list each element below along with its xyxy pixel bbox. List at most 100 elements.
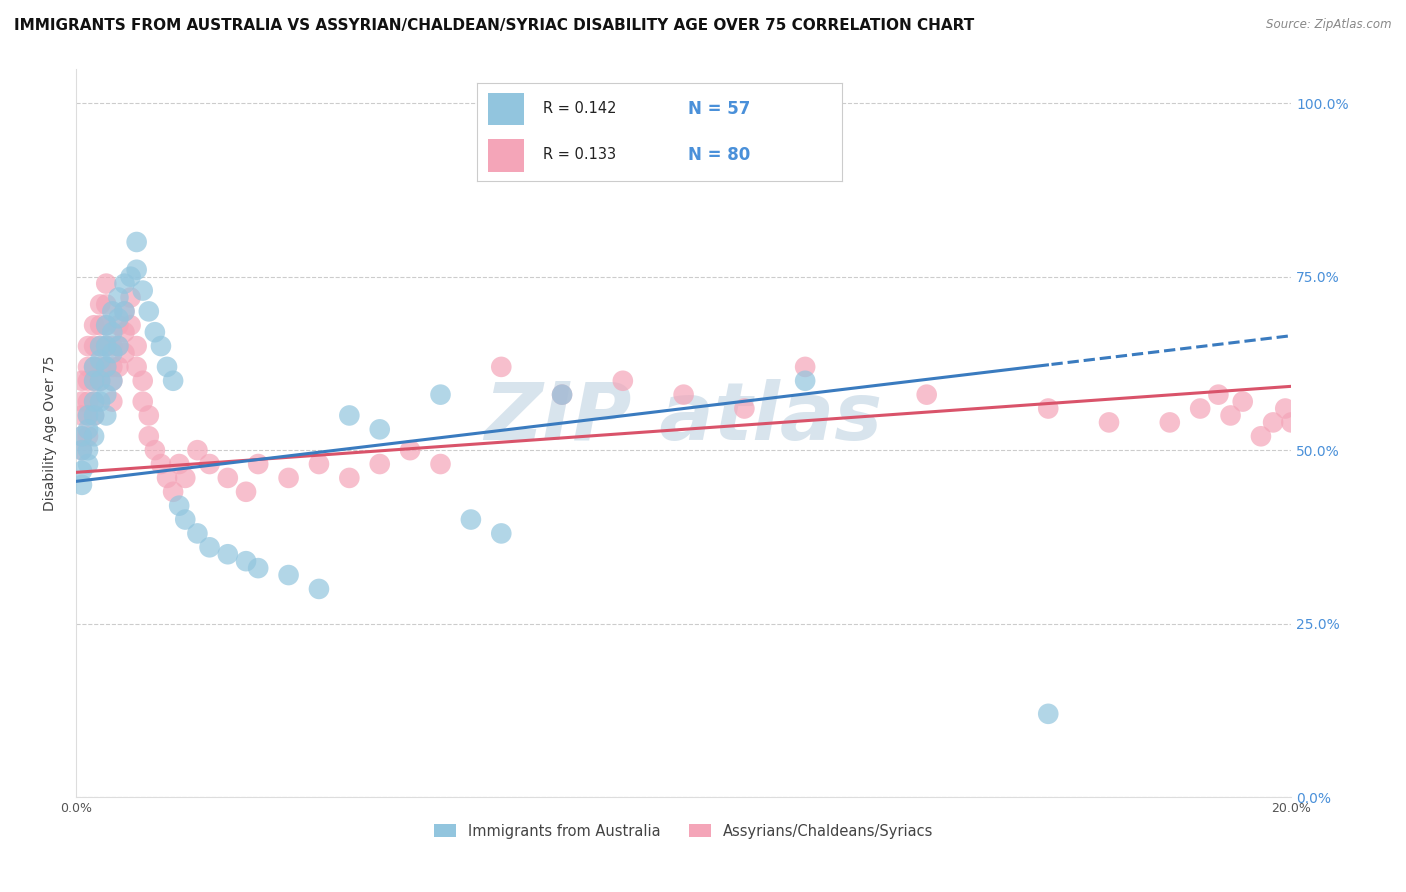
Point bbox=[96, 318, 118, 333]
Point bbox=[89, 339, 111, 353]
Point bbox=[120, 291, 142, 305]
Point bbox=[125, 359, 148, 374]
Point bbox=[77, 457, 100, 471]
Point bbox=[162, 374, 184, 388]
Point bbox=[1250, 429, 1272, 443]
Point bbox=[308, 582, 330, 596]
Point bbox=[368, 457, 391, 471]
Point bbox=[612, 374, 634, 388]
Point bbox=[114, 304, 136, 318]
Point bbox=[143, 325, 166, 339]
Point bbox=[89, 318, 111, 333]
Point bbox=[308, 457, 330, 471]
Legend: Immigrants from Australia, Assyrians/Chaldeans/Syriacs: Immigrants from Australia, Assyrians/Cha… bbox=[429, 818, 939, 845]
Point bbox=[96, 277, 118, 291]
Point bbox=[70, 429, 93, 443]
Point bbox=[83, 429, 105, 443]
Point bbox=[1098, 416, 1121, 430]
Point bbox=[107, 359, 129, 374]
Point bbox=[89, 394, 111, 409]
Point bbox=[156, 471, 179, 485]
Point bbox=[247, 457, 270, 471]
Point bbox=[143, 443, 166, 458]
Point bbox=[107, 291, 129, 305]
Point bbox=[70, 394, 93, 409]
Point bbox=[1279, 416, 1302, 430]
Point bbox=[277, 568, 299, 582]
Text: ZIP atlas: ZIP atlas bbox=[485, 379, 883, 458]
Point bbox=[83, 374, 105, 388]
Point bbox=[174, 512, 197, 526]
Point bbox=[101, 394, 124, 409]
Point bbox=[399, 443, 422, 458]
Point bbox=[70, 374, 93, 388]
Point bbox=[733, 401, 755, 416]
Point bbox=[174, 471, 197, 485]
Point bbox=[1208, 387, 1230, 401]
Point bbox=[120, 269, 142, 284]
Point bbox=[551, 387, 574, 401]
Point bbox=[125, 339, 148, 353]
Point bbox=[77, 443, 100, 458]
Point bbox=[77, 409, 100, 423]
Point bbox=[235, 554, 257, 568]
Point bbox=[162, 484, 184, 499]
Point bbox=[1274, 401, 1296, 416]
Point bbox=[672, 387, 695, 401]
Point bbox=[83, 409, 105, 423]
Point bbox=[77, 394, 100, 409]
Point bbox=[96, 409, 118, 423]
Point bbox=[149, 339, 172, 353]
Point bbox=[138, 409, 160, 423]
Point bbox=[89, 297, 111, 311]
Point bbox=[83, 359, 105, 374]
Point bbox=[96, 359, 118, 374]
Point bbox=[83, 339, 105, 353]
Point bbox=[1038, 706, 1060, 721]
Point bbox=[794, 374, 817, 388]
Point bbox=[89, 339, 111, 353]
Point bbox=[107, 311, 129, 326]
Point bbox=[167, 457, 190, 471]
Point bbox=[368, 422, 391, 436]
Point bbox=[101, 339, 124, 353]
Point bbox=[120, 318, 142, 333]
Point bbox=[96, 318, 118, 333]
Point bbox=[107, 318, 129, 333]
Point bbox=[198, 457, 221, 471]
Point bbox=[429, 457, 451, 471]
Point bbox=[138, 304, 160, 318]
Point bbox=[794, 359, 817, 374]
Point bbox=[114, 304, 136, 318]
Point bbox=[915, 387, 938, 401]
Point bbox=[96, 387, 118, 401]
Point bbox=[551, 387, 574, 401]
Point bbox=[107, 339, 129, 353]
Point bbox=[235, 484, 257, 499]
Point bbox=[277, 471, 299, 485]
Point bbox=[96, 339, 118, 353]
Point bbox=[83, 409, 105, 423]
Point bbox=[77, 422, 100, 436]
Point bbox=[70, 443, 93, 458]
Point bbox=[83, 318, 105, 333]
Point bbox=[83, 359, 105, 374]
Point bbox=[217, 547, 239, 561]
Point bbox=[429, 387, 451, 401]
Point bbox=[77, 359, 100, 374]
Point bbox=[77, 374, 100, 388]
Point bbox=[77, 339, 100, 353]
Point bbox=[101, 359, 124, 374]
Y-axis label: Disability Age Over 75: Disability Age Over 75 bbox=[44, 355, 58, 510]
Text: Source: ZipAtlas.com: Source: ZipAtlas.com bbox=[1267, 18, 1392, 31]
Point bbox=[186, 443, 208, 458]
Point bbox=[70, 429, 93, 443]
Point bbox=[247, 561, 270, 575]
Point bbox=[198, 541, 221, 555]
Point bbox=[1189, 401, 1212, 416]
Point bbox=[70, 443, 93, 458]
Point bbox=[114, 346, 136, 360]
Point bbox=[96, 339, 118, 353]
Point bbox=[125, 262, 148, 277]
Point bbox=[83, 374, 105, 388]
